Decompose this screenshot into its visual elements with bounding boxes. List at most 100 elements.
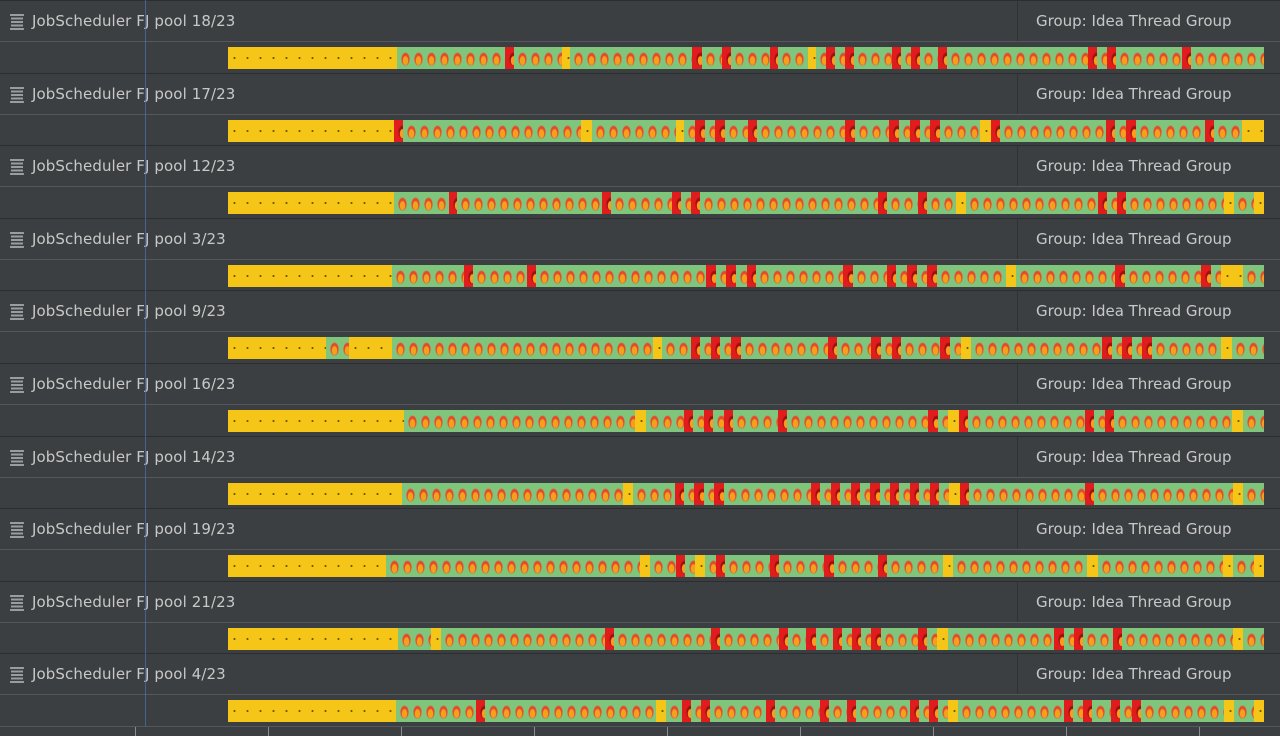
state-segment-wait[interactable] — [228, 192, 394, 214]
state-segment-run[interactable] — [855, 120, 890, 142]
state-segment-wait[interactable] — [228, 47, 398, 69]
state-segment-block[interactable] — [1182, 47, 1192, 69]
state-segment-block[interactable] — [1106, 47, 1117, 69]
state-segment-run[interactable] — [1106, 192, 1117, 214]
state-segment-run[interactable] — [919, 120, 931, 142]
state-segment-run[interactable] — [591, 120, 676, 142]
state-segment-run[interactable] — [733, 410, 778, 432]
state-segment-block[interactable] — [940, 337, 951, 359]
state-segment-wait[interactable] — [228, 337, 326, 359]
state-segment-run[interactable] — [1135, 120, 1205, 142]
state-segment-run[interactable] — [920, 47, 938, 69]
thread-state-bar[interactable] — [228, 47, 1264, 69]
state-segment-run[interactable] — [861, 628, 872, 650]
state-segment-wait[interactable] — [349, 337, 392, 359]
state-segment-run[interactable] — [938, 483, 950, 505]
state-segment-run[interactable] — [833, 555, 878, 577]
state-segment-block[interactable] — [892, 47, 902, 69]
state-segment-wait[interactable] — [622, 483, 634, 505]
state-segment-run[interactable] — [680, 192, 691, 214]
state-segment-block[interactable] — [683, 410, 694, 432]
state-segment-block[interactable] — [671, 192, 681, 214]
state-segment-run[interactable] — [1152, 337, 1222, 359]
state-segment-run[interactable] — [700, 337, 711, 359]
state-segment-run[interactable] — [1141, 700, 1224, 722]
state-segment-run[interactable] — [724, 555, 771, 577]
state-segment-run[interactable] — [1242, 410, 1264, 432]
state-segment-run[interactable] — [684, 120, 695, 142]
state-segment-block[interactable] — [703, 410, 714, 432]
state-segment-wait[interactable] — [1222, 555, 1234, 577]
state-segment-run[interactable] — [740, 337, 828, 359]
state-segment-run[interactable] — [971, 337, 1103, 359]
state-segment-block[interactable] — [1113, 628, 1123, 650]
state-segment-block[interactable] — [890, 483, 900, 505]
state-segment-block[interactable] — [777, 410, 787, 432]
state-segment-block[interactable] — [889, 120, 900, 142]
state-segment-run[interactable] — [1091, 700, 1112, 722]
state-segment-run[interactable] — [1000, 120, 1106, 142]
state-segment-block[interactable] — [721, 47, 732, 69]
state-segment-wait[interactable] — [942, 555, 953, 577]
state-segment-block[interactable] — [825, 47, 835, 69]
state-segment-run[interactable] — [397, 628, 432, 650]
state-segment-run[interactable] — [840, 483, 851, 505]
state-segment-block[interactable] — [871, 628, 881, 650]
state-segment-wait[interactable] — [1087, 555, 1098, 577]
state-segment-run[interactable] — [952, 555, 1088, 577]
state-segment-wait[interactable] — [1224, 192, 1235, 214]
state-segment-block[interactable] — [694, 483, 704, 505]
state-segment-run[interactable] — [965, 192, 1099, 214]
state-segment-run[interactable] — [815, 47, 826, 69]
state-segment-block[interactable] — [706, 265, 716, 287]
state-segment-run[interactable] — [1122, 628, 1234, 650]
state-segment-run[interactable] — [661, 337, 691, 359]
state-segment-run[interactable] — [969, 483, 1085, 505]
state-segment-block[interactable] — [710, 337, 721, 359]
state-segment-run[interactable] — [724, 120, 748, 142]
state-segment-block[interactable] — [1204, 120, 1215, 142]
thread-state-bar[interactable] — [228, 410, 1264, 432]
state-segment-block[interactable] — [937, 47, 947, 69]
state-segment-run[interactable] — [756, 265, 844, 287]
state-segment-run[interactable] — [391, 265, 464, 287]
state-segment-block[interactable] — [846, 700, 856, 722]
state-segment-run[interactable] — [886, 192, 919, 214]
state-segment-block[interactable] — [710, 628, 721, 650]
state-segment-run[interactable] — [441, 628, 606, 650]
state-segment-wait[interactable] — [431, 628, 442, 650]
state-segment-block[interactable] — [1132, 700, 1142, 722]
state-segment-run[interactable] — [916, 265, 928, 287]
thread-icon[interactable] — [9, 594, 25, 612]
state-segment-block[interactable] — [843, 265, 853, 287]
state-segment-block[interactable] — [715, 120, 725, 142]
state-segment-block[interactable] — [765, 700, 775, 722]
state-segment-block[interactable] — [1201, 265, 1211, 287]
state-segment-block[interactable] — [1087, 47, 1097, 69]
state-segment-run[interactable] — [1124, 265, 1202, 287]
thread-name[interactable]: JobScheduler FJ pool 18/23 — [32, 12, 236, 30]
state-segment-run[interactable] — [645, 410, 684, 432]
state-segment-run[interactable] — [927, 192, 957, 214]
thread-icon[interactable] — [9, 86, 25, 104]
state-segment-block[interactable] — [870, 483, 880, 505]
thread-icon[interactable] — [9, 158, 25, 176]
state-segment-run[interactable] — [723, 483, 811, 505]
state-segment-block[interactable] — [852, 628, 862, 650]
state-segment-block[interactable] — [694, 120, 705, 142]
thread-name[interactable]: JobScheduler FJ pool 3/23 — [32, 230, 226, 248]
state-segment-run[interactable] — [684, 555, 696, 577]
state-segment-run[interactable] — [1242, 265, 1264, 287]
state-segment-run[interactable] — [786, 410, 929, 432]
state-segment-block[interactable] — [770, 555, 780, 577]
state-segment-run[interactable] — [325, 337, 350, 359]
state-segment-run[interactable] — [896, 265, 907, 287]
state-segment-block[interactable] — [726, 265, 736, 287]
thread-icon[interactable] — [9, 449, 25, 467]
state-segment-block[interactable] — [526, 265, 537, 287]
state-segment-run[interactable] — [958, 700, 1064, 722]
state-segment-wait[interactable] — [1253, 700, 1264, 722]
state-segment-block[interactable] — [1054, 628, 1064, 650]
state-segment-run[interactable] — [720, 337, 731, 359]
state-segment-wait[interactable] — [1005, 265, 1017, 287]
